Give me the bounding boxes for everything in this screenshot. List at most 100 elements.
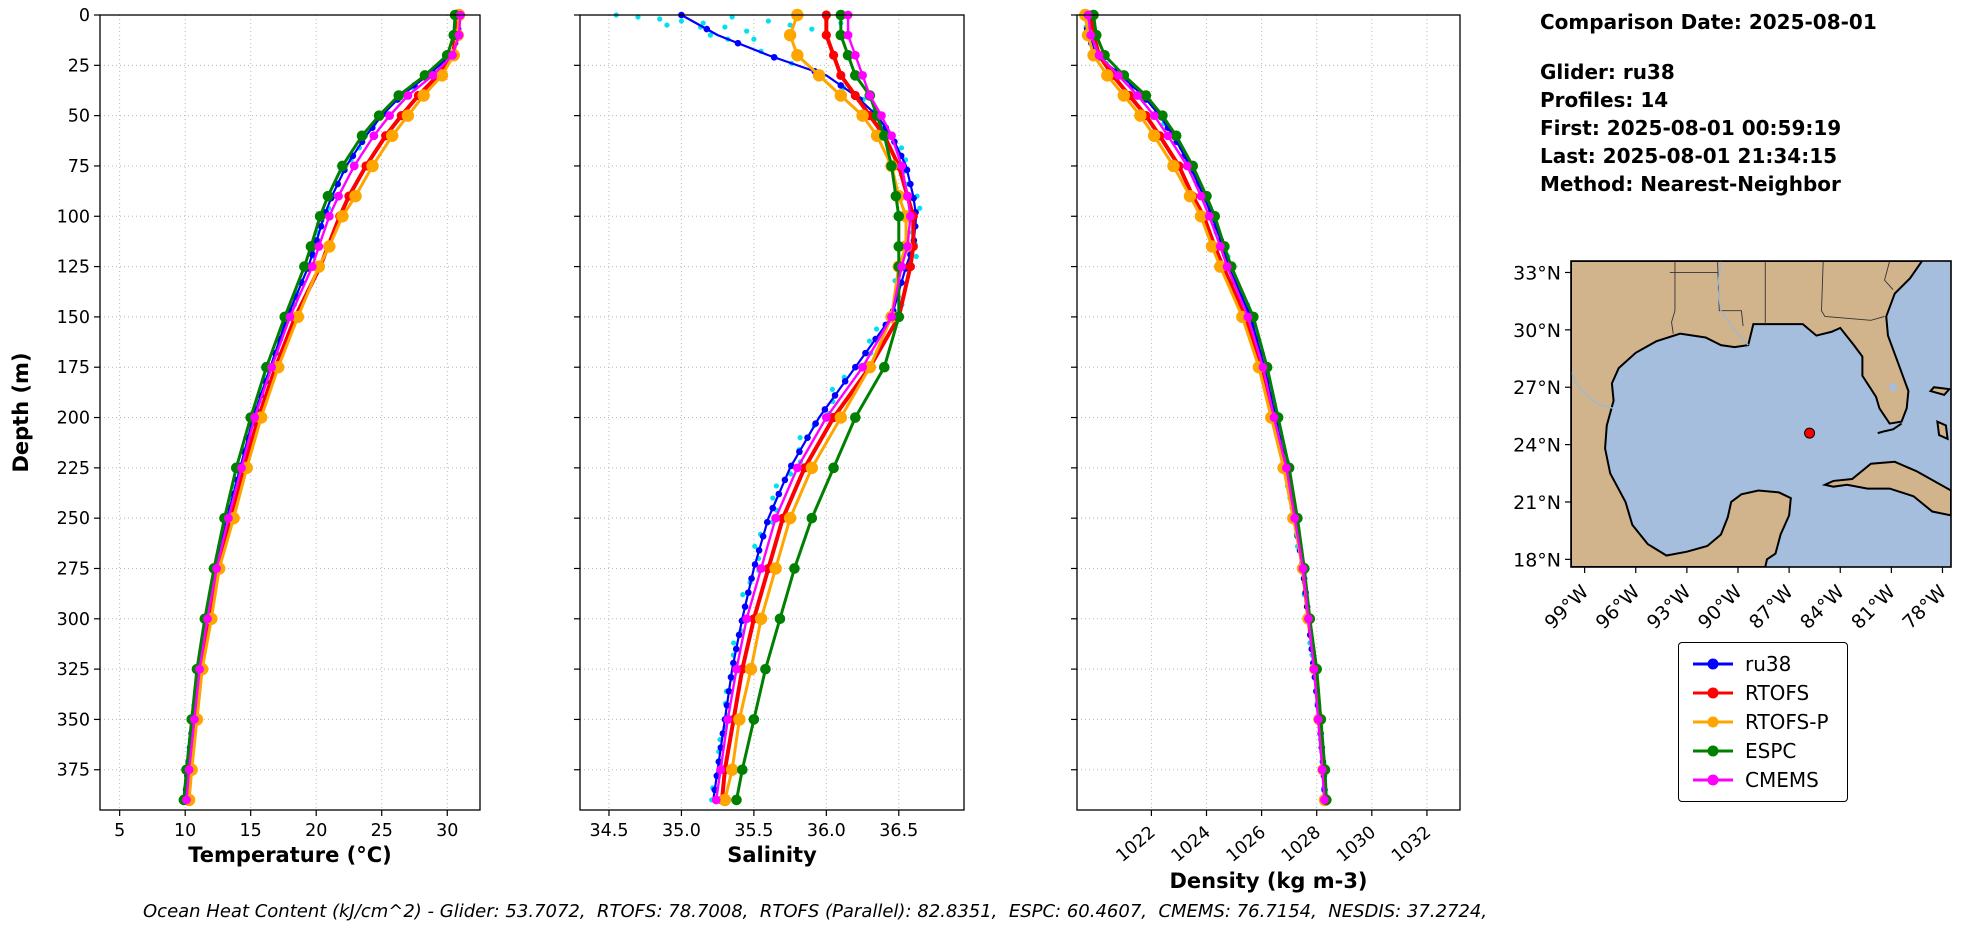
- raw-data-point: [829, 386, 835, 392]
- map-lon-label: 84°W: [1796, 581, 1849, 634]
- series-marker-RTOFS-P: [783, 511, 797, 525]
- series-marker-RTOFS-P: [744, 662, 758, 676]
- x-tick-label: 1022: [1113, 823, 1160, 867]
- series-marker-ESPC: [314, 210, 326, 222]
- map-lon-label: 78°W: [1898, 581, 1951, 634]
- raw-surface-point: [664, 22, 670, 28]
- series-marker-CMEMS: [1243, 312, 1253, 322]
- series-marker-RTOFS-P: [291, 310, 305, 324]
- series-marker-ESPC: [842, 49, 854, 61]
- series-marker-CMEMS: [792, 463, 802, 473]
- map-coastline-keys: [1877, 422, 1903, 435]
- series-marker-CMEMS: [237, 463, 246, 473]
- raw-data-point: [917, 205, 923, 211]
- series-marker-RTOFS-P: [336, 210, 349, 223]
- series-marker-RTOFS-P: [1167, 159, 1180, 173]
- y-tick-label: 325: [57, 660, 90, 680]
- series-marker-ru38: [787, 462, 795, 470]
- map-lat-label: 24°N: [1513, 435, 1561, 457]
- map-lat-label: 30°N: [1513, 320, 1561, 342]
- map-lat-label: 27°N: [1513, 377, 1561, 399]
- series-marker-ru38: [862, 349, 869, 357]
- x-tick-label: 35.5: [734, 821, 773, 841]
- y-tick-label: 225: [57, 459, 90, 479]
- y-tick-label: 75: [68, 157, 90, 177]
- legend-item-RTOFS-P: RTOFS-P: [1691, 710, 1829, 734]
- map-lon-label: 81°W: [1847, 581, 1900, 634]
- series-marker-CMEMS: [1163, 131, 1173, 141]
- series-marker-ESPC: [835, 29, 847, 41]
- series-marker-ESPC: [1170, 130, 1182, 142]
- series-marker-ESPC: [736, 764, 748, 776]
- series-marker-CMEMS: [877, 111, 886, 121]
- series-marker-CMEMS: [448, 50, 457, 60]
- series-marker-CMEMS: [1133, 91, 1143, 100]
- series-marker-ESPC: [879, 361, 890, 373]
- series-marker-CMEMS: [1298, 564, 1308, 573]
- series-marker-CMEMS: [307, 262, 317, 271]
- series-marker-RTOFS-P: [1183, 189, 1197, 203]
- map-land-2: [1936, 420, 1949, 441]
- first-profile-text: First: 2025-08-01 00:59:19: [1540, 116, 1842, 140]
- x-tick-label: 35.0: [662, 821, 701, 841]
- map-state-border-3: [1884, 261, 1894, 290]
- series-marker-ESPC: [305, 241, 317, 252]
- series-marker-ru38: [770, 53, 778, 61]
- x-tick-label: 30: [436, 821, 458, 841]
- series-marker-CMEMS: [771, 513, 781, 523]
- glider-location-marker: [1804, 427, 1816, 439]
- series-marker-CMEMS: [903, 242, 912, 251]
- y-tick-label: 175: [57, 358, 90, 378]
- series-marker-RTOFS: [850, 90, 860, 101]
- series-marker-CMEMS: [723, 715, 733, 724]
- info-block: Comparison Date: 2025-08-01 Glider: ru38…: [1540, 8, 1877, 198]
- y-tick-label: 0: [79, 6, 90, 26]
- series-marker-ru38: [821, 406, 829, 413]
- panel-density: 1022 1024 1026 1028 1030 1032 Density (kg m-3): [1071, 8, 1461, 893]
- series-marker-CMEMS: [1196, 191, 1206, 201]
- series-marker-CMEMS: [184, 765, 194, 775]
- series-marker-RTOFS-P: [1194, 210, 1208, 223]
- series-marker-CMEMS: [1290, 513, 1300, 523]
- series-marker-ESPC: [322, 190, 334, 202]
- x-tick-label: 36.5: [879, 821, 918, 841]
- series-marker-RTOFS: [905, 261, 915, 272]
- series-marker-CMEMS: [1282, 463, 1291, 473]
- series-marker-ESPC: [850, 70, 861, 81]
- series-marker-CMEMS: [905, 211, 915, 221]
- raw-data-point: [898, 145, 905, 151]
- series-marker-RTOFS-P: [812, 69, 826, 82]
- y-tick-label: 100: [57, 207, 90, 227]
- series-marker-RTOFS-P: [386, 129, 399, 142]
- x-tick-label: 10: [174, 821, 196, 841]
- plot-frame: [99, 14, 481, 811]
- series-marker-ru38: [732, 645, 740, 653]
- series-marker-ru38: [804, 434, 811, 441]
- map-content: [1571, 261, 1951, 567]
- series-marker-ESPC: [299, 261, 310, 272]
- series-marker-ESPC: [893, 311, 905, 323]
- series-marker-ru38: [734, 39, 742, 47]
- map-frame: [1570, 260, 1952, 568]
- legend-marker: [1707, 687, 1719, 699]
- series-marker-CMEMS: [250, 413, 260, 422]
- series-marker-ru38: [745, 589, 752, 596]
- map-land-1: [1821, 460, 1951, 517]
- legend-key-icon: [1693, 716, 1733, 728]
- series-marker-CMEMS: [1269, 413, 1279, 422]
- series-marker-ru38: [763, 518, 771, 526]
- series-marker-ESPC: [1140, 90, 1152, 101]
- map-lat-label: 33°N: [1513, 262, 1561, 284]
- series-marker-ESPC: [850, 412, 861, 423]
- raw-surface-point: [707, 32, 714, 38]
- x-tick-label: 5: [114, 821, 125, 841]
- y-tick-label: 25: [68, 56, 90, 76]
- legend: ru38 RTOFS RTOFS-P ESPC CMEMS: [1678, 642, 1848, 802]
- series-marker-CMEMS: [1320, 795, 1329, 805]
- x-tick-label: 25: [371, 821, 393, 841]
- series-marker-CMEMS: [843, 30, 853, 40]
- series-marker-CMEMS: [324, 211, 334, 221]
- series-marker-ESPC: [356, 130, 368, 142]
- series-marker-CMEMS: [897, 262, 907, 271]
